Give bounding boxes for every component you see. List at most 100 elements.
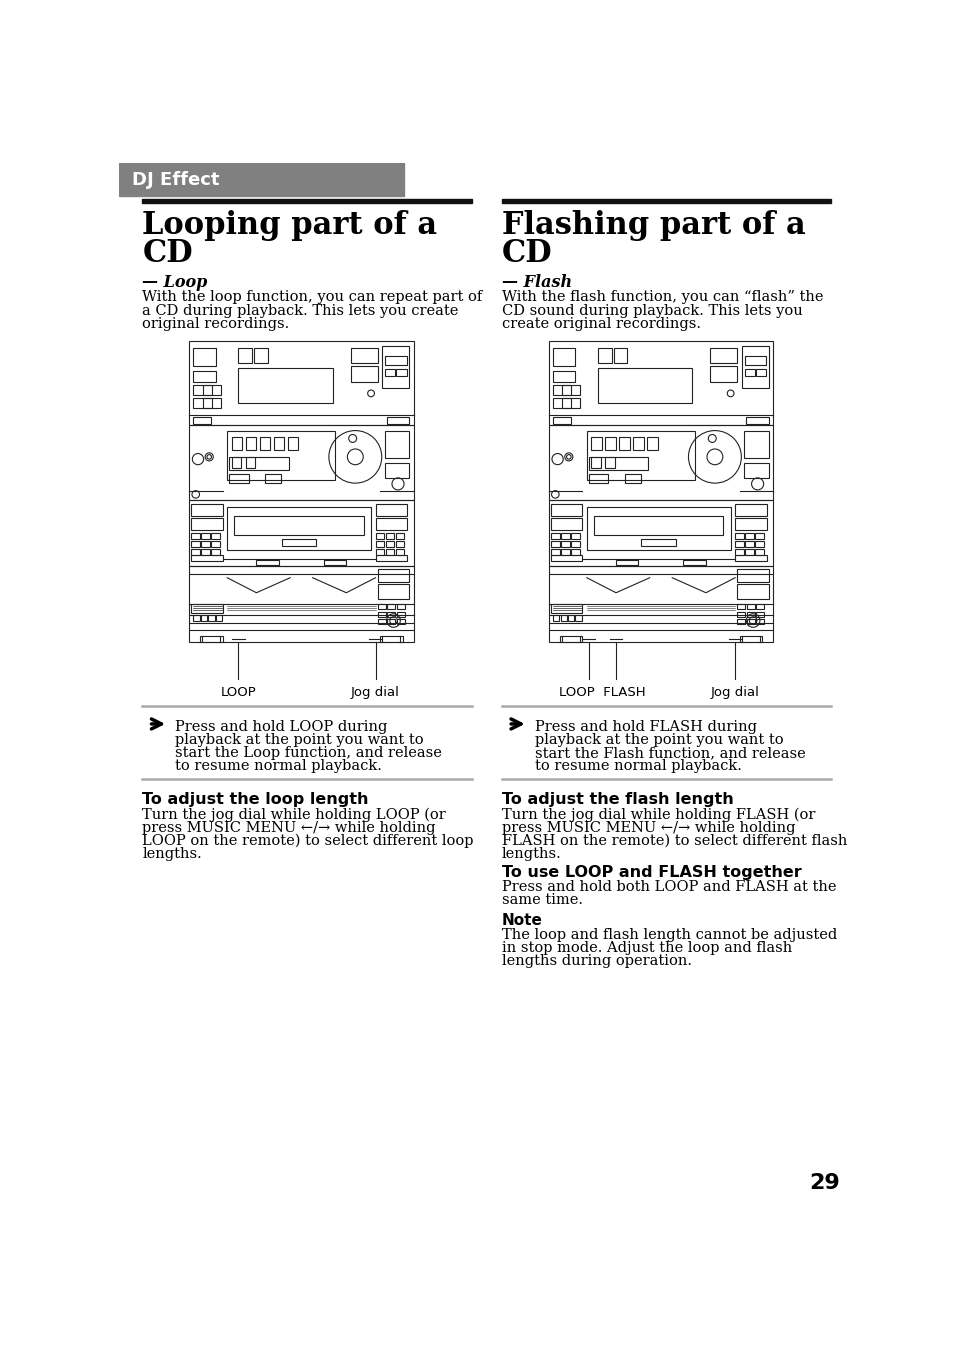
Bar: [746, 611, 754, 617]
Bar: [193, 615, 199, 622]
Bar: [746, 604, 754, 610]
Bar: [215, 615, 222, 622]
Bar: [550, 504, 581, 516]
Bar: [588, 474, 608, 484]
Bar: [560, 534, 569, 539]
Bar: [189, 566, 414, 641]
Text: Press and hold both LOOP and FLASH at the: Press and hold both LOOP and FLASH at th…: [501, 881, 836, 894]
Bar: [287, 436, 298, 450]
Bar: [201, 549, 210, 556]
Text: Turn the jog dial while holding LOOP (or: Turn the jog dial while holding LOOP (or: [142, 808, 446, 822]
Text: Press and hold FLASH during: Press and hold FLASH during: [534, 720, 756, 734]
Bar: [396, 619, 404, 625]
Bar: [212, 542, 220, 547]
Bar: [548, 425, 773, 500]
Bar: [755, 369, 765, 375]
Bar: [739, 637, 761, 641]
Text: — Loop: — Loop: [142, 274, 208, 291]
Bar: [737, 604, 744, 610]
Bar: [191, 554, 222, 561]
Bar: [193, 348, 215, 366]
Bar: [604, 457, 615, 467]
Bar: [561, 385, 579, 396]
Bar: [201, 542, 210, 547]
Bar: [200, 637, 222, 641]
Bar: [193, 397, 212, 408]
Bar: [229, 457, 289, 470]
Bar: [737, 611, 744, 617]
Bar: [618, 436, 629, 450]
Bar: [550, 542, 559, 547]
Bar: [384, 431, 409, 458]
Bar: [586, 431, 694, 480]
Bar: [375, 542, 384, 547]
Bar: [743, 369, 754, 375]
Text: create original recordings.: create original recordings.: [501, 317, 700, 331]
Bar: [256, 560, 278, 565]
Bar: [550, 518, 581, 530]
Text: The loop and flash length cannot be adjusted: The loop and flash length cannot be adju…: [501, 928, 837, 942]
Bar: [202, 385, 220, 396]
Bar: [743, 463, 768, 478]
Bar: [193, 417, 212, 424]
Bar: [553, 348, 575, 366]
Bar: [377, 584, 409, 599]
Bar: [553, 397, 571, 408]
Text: original recordings.: original recordings.: [142, 317, 290, 331]
Bar: [191, 518, 222, 530]
Bar: [212, 534, 220, 539]
Text: LOOP  FLASH: LOOP FLASH: [558, 686, 645, 699]
Bar: [142, 199, 472, 203]
Bar: [560, 542, 569, 547]
Bar: [274, 436, 284, 450]
Bar: [561, 397, 579, 408]
Bar: [571, 549, 579, 556]
Bar: [735, 518, 766, 530]
Text: press MUSIC MENU ←/→ while holding: press MUSIC MENU ←/→ while holding: [501, 821, 795, 835]
Bar: [375, 549, 384, 556]
Bar: [571, 534, 579, 539]
Bar: [744, 534, 753, 539]
Bar: [385, 542, 394, 547]
Bar: [232, 436, 242, 450]
Bar: [387, 611, 395, 617]
Bar: [189, 341, 414, 425]
Text: playback at the point you want to: playback at the point you want to: [174, 733, 423, 747]
Bar: [710, 366, 737, 382]
Text: Press and hold LOOP during: Press and hold LOOP during: [174, 720, 387, 734]
Text: a CD during playback. This lets you create: a CD during playback. This lets you crea…: [142, 304, 458, 317]
Text: lengths during operation.: lengths during operation.: [501, 954, 691, 969]
Bar: [191, 542, 200, 547]
Bar: [227, 431, 335, 480]
Bar: [201, 615, 207, 622]
Text: To adjust the loop length: To adjust the loop length: [142, 793, 369, 808]
Bar: [385, 356, 406, 364]
Bar: [613, 348, 627, 363]
Bar: [624, 474, 640, 484]
Bar: [119, 163, 404, 196]
Bar: [386, 417, 409, 424]
Bar: [191, 604, 222, 612]
Bar: [193, 385, 212, 396]
Bar: [640, 539, 676, 546]
Bar: [212, 549, 220, 556]
Text: LOOP on the remote) to select different loop: LOOP on the remote) to select different …: [142, 835, 474, 848]
Bar: [591, 457, 600, 467]
Bar: [501, 199, 831, 203]
Text: Jog dial: Jog dial: [351, 686, 399, 699]
Bar: [598, 348, 611, 363]
Bar: [560, 615, 566, 622]
Text: 29: 29: [808, 1173, 840, 1192]
Bar: [646, 436, 658, 450]
Bar: [735, 504, 766, 516]
Bar: [238, 369, 333, 404]
Bar: [755, 534, 763, 539]
Bar: [586, 507, 730, 550]
Bar: [375, 518, 407, 530]
Text: Looping part of a: Looping part of a: [142, 210, 437, 241]
Bar: [191, 504, 222, 516]
Bar: [281, 539, 316, 546]
Bar: [737, 619, 744, 625]
Bar: [737, 584, 768, 599]
Bar: [377, 604, 385, 610]
